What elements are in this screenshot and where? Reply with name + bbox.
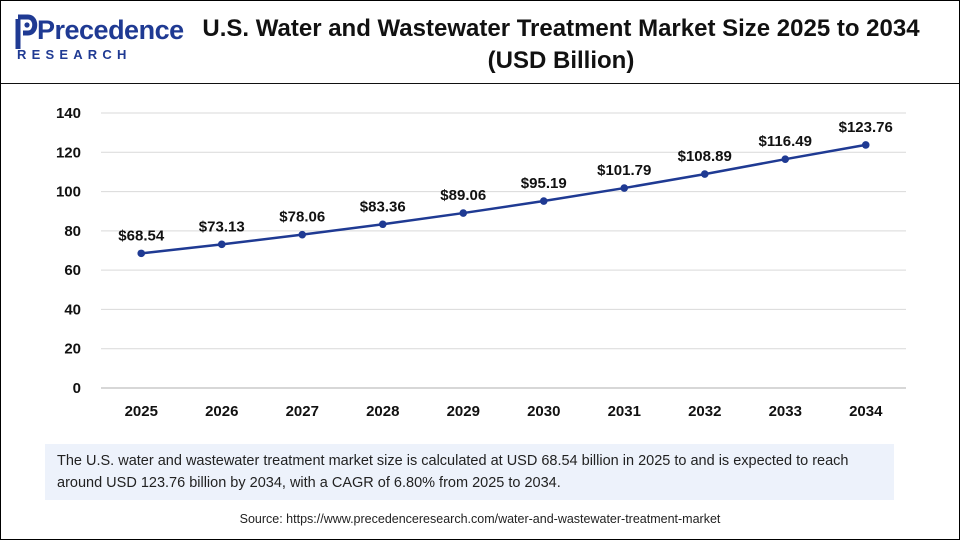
series-line [141, 143, 866, 255]
y-tick-label: 120 [56, 144, 81, 161]
data-label: $83.36 [360, 198, 406, 215]
data-point [620, 184, 629, 192]
data-label: $108.89 [678, 148, 732, 165]
y-tick-label: 80 [64, 223, 81, 240]
chart-title-line1: U.S. Water and Wastewater Treatment Mark… [202, 15, 920, 42]
header: Precedence RESEARCH U.S. Water and Waste… [1, 1, 959, 84]
y-tick-label: 60 [64, 262, 81, 279]
x-tick-label: 2032 [688, 403, 721, 420]
data-label: $95.19 [521, 175, 567, 192]
chart-title: U.S. Water and Wastewater Treatment Mark… [171, 13, 951, 77]
x-tick-label: 2031 [608, 403, 641, 420]
x-tick-label: 2025 [125, 403, 158, 420]
data-point [781, 155, 790, 163]
data-point [217, 240, 226, 249]
y-tick-label: 0 [73, 380, 81, 397]
data-point [298, 230, 307, 239]
data-point [459, 209, 468, 217]
data-label: $68.54 [118, 227, 165, 244]
data-label: $73.13 [199, 218, 245, 235]
x-tick-label: 2027 [286, 403, 319, 420]
description-box: The U.S. water and wastewater treatment … [45, 444, 894, 500]
line-chart: 0 20 40 60 80 100 120 140 2025 2026 2027 2028 2029 20… [56, 105, 906, 420]
x-tick-label: 2033 [769, 403, 802, 420]
data-label: $78.06 [279, 209, 325, 226]
data-point [137, 249, 146, 258]
y-tick-label: 20 [64, 341, 81, 358]
logo-mark-icon [15, 14, 38, 49]
data-point [378, 220, 387, 229]
y-tick-label: 100 [56, 184, 81, 201]
data-label: $116.49 [759, 133, 812, 150]
y-tick-label: 40 [64, 301, 81, 318]
data-point [539, 197, 548, 205]
data-point [700, 170, 709, 178]
x-tick-label: 2029 [447, 403, 480, 420]
chart-title-line2: (USD Billion) [487, 47, 635, 74]
data-label: $101.79 [597, 162, 651, 179]
brand-tagline: RESEARCH [17, 47, 132, 62]
data-label: $123.76 [839, 119, 893, 136]
source-text: Source: https://www.precedenceresearch.c… [239, 512, 721, 526]
data-point [861, 141, 870, 149]
x-tick-label: 2026 [205, 403, 238, 420]
y-tick-label: 140 [56, 105, 81, 122]
data-label: $89.06 [440, 187, 486, 204]
x-tick-label: 2034 [849, 403, 883, 420]
brand-name: Precedence [37, 15, 184, 45]
brand-logo: Precedence RESEARCH [15, 13, 184, 69]
x-tick-label: 2030 [527, 403, 560, 420]
x-tick-label: 2028 [366, 403, 399, 420]
